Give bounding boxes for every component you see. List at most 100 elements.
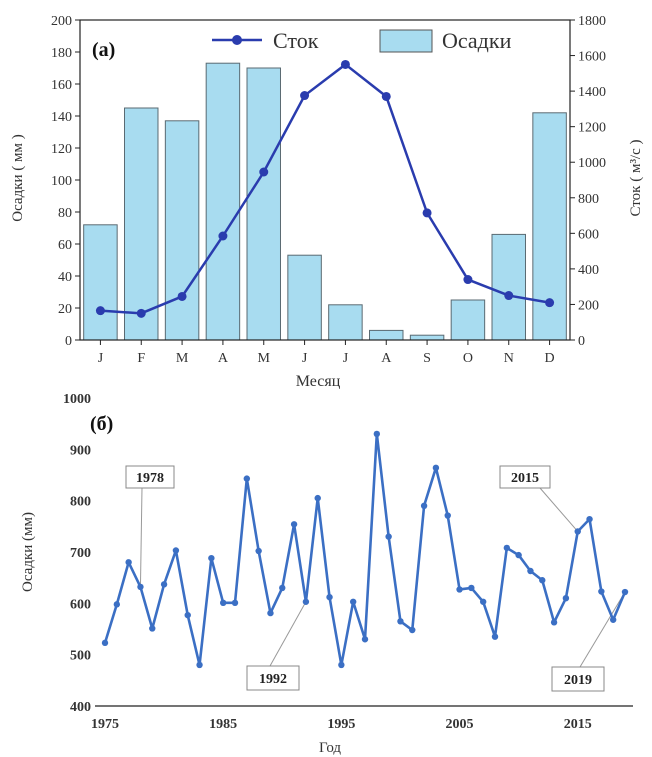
precip-point-1976: [113, 601, 121, 608]
precip-point-1979: [149, 625, 156, 632]
precip-point-1977: [125, 559, 132, 566]
precip-point-1989: [267, 609, 274, 617]
precip-point-1992: [302, 598, 310, 605]
y2tick-label: 200: [578, 298, 599, 313]
precip-point-2009: [503, 544, 511, 552]
ytick-label-b: 600: [70, 597, 91, 612]
precip-point-2003: [432, 464, 440, 472]
ytick-label: 160: [51, 78, 72, 93]
callout-leader-1978: [139, 487, 143, 587]
xtick-label-10: N: [504, 351, 514, 366]
precip-point-1997: [361, 636, 369, 643]
panel-label-a: (a): [92, 39, 115, 61]
ytick-label: 80: [58, 206, 72, 221]
callout-leader-2019: [579, 591, 626, 668]
callout-label-2019: 2019: [564, 673, 592, 688]
precip-point-1987: [243, 475, 251, 482]
precip-point-2001: [409, 626, 416, 634]
precip-point-1995: [338, 661, 345, 669]
ytick-label-b: 800: [70, 495, 91, 510]
runoff-point-4: [259, 167, 269, 177]
precip-point-1978: [137, 583, 144, 591]
precip-point-2019: [621, 588, 629, 596]
precip-point-2008: [491, 633, 499, 640]
precip-point-2004: [444, 512, 451, 519]
precip-series-b: [101, 430, 629, 669]
runoff-point-1: [136, 308, 146, 318]
xtick-label-7: A: [381, 351, 392, 366]
ytick-label: 0: [65, 334, 72, 349]
y2tick-label: 1400: [578, 85, 606, 100]
y-axis-right: 0 200 400 600 800 1000 1200 1400 1600 1800: [570, 14, 606, 349]
runoff-point-2: [177, 291, 187, 301]
precip-point-2014: [562, 595, 570, 602]
callout-leader-1992: [269, 601, 307, 667]
bar-s-8: [409, 334, 445, 341]
precip-point-1984: [208, 554, 215, 562]
bar-j-0: [83, 224, 118, 341]
xtick-label-5: J: [302, 351, 308, 366]
callout-label-1992: 1992: [259, 672, 287, 687]
xtick-label-1: F: [137, 351, 145, 366]
ytick-label: 100: [51, 174, 72, 189]
precip-point-2000: [397, 618, 404, 625]
precip-point-1994: [326, 593, 333, 601]
precip-point-2017: [598, 588, 605, 595]
ytick-label: 20: [58, 302, 72, 317]
precip-point-1996: [349, 598, 357, 605]
y2-axis-title-a: Сток ( м³/с ): [628, 139, 644, 216]
y-axis-b: 400 500 600 700 800 900 1000: [63, 392, 91, 715]
callout-box-1978: [125, 465, 175, 489]
ytick-label: 200: [51, 14, 72, 29]
ytick-label-b: 400: [70, 700, 91, 715]
callout-box-2015: [499, 465, 551, 489]
precip-point-1981: [172, 547, 180, 554]
bar-j-5: [287, 254, 322, 341]
legend-precip-swatch: [379, 29, 433, 53]
runoff-point-11: [545, 298, 555, 308]
xtick-label-9: O: [463, 351, 473, 366]
xtick-label-8: S: [423, 351, 431, 366]
precip-point-2002: [420, 502, 428, 509]
bar-m-4: [246, 67, 281, 341]
y2tick-label: 1800: [578, 14, 606, 29]
bar-a-3: [205, 62, 241, 341]
ytick-label: 140: [51, 110, 72, 125]
ytick-label-b: 700: [70, 546, 91, 561]
y2tick-label: 800: [578, 192, 599, 207]
xtick-label-2: M: [176, 351, 189, 366]
y2tick-label: 0: [578, 334, 585, 349]
xtick-label-b: 1975: [91, 717, 119, 732]
precip-point-1980: [160, 581, 168, 588]
bar-f-1: [124, 107, 159, 341]
callout-box-1992: [246, 665, 300, 691]
legend-precip-label: Осадки: [442, 28, 512, 53]
bar-m-2: [164, 120, 200, 341]
precip-point-1999: [385, 533, 392, 540]
y2tick-label: 400: [578, 263, 599, 278]
precip-point-1990: [279, 584, 286, 592]
y2tick-label: 1600: [578, 50, 606, 65]
ytick-label-b: 900: [70, 443, 91, 458]
y2tick-label: 600: [578, 227, 599, 242]
runoff-line: [100, 62, 550, 315]
callout-box-2019: [551, 666, 605, 692]
bar-a-7: [369, 329, 404, 341]
precip-point-2016: [586, 515, 593, 523]
callout-leader-2015: [539, 487, 579, 532]
bar-j-6: [328, 304, 363, 341]
precip-point-2018: [609, 616, 617, 623]
precip-point-2011: [527, 567, 534, 575]
precip-point-1986: [231, 599, 239, 607]
xtick-label-6: J: [343, 351, 349, 366]
precip-point-1991: [290, 521, 298, 528]
precip-point-2010: [515, 551, 522, 559]
precip-point-2012: [539, 577, 546, 584]
runoff-point-7: [381, 91, 391, 101]
chart-a: 0 20 40 60 80 100 120 140 160 180 200 0 200 400 600 80…: [10, 14, 644, 390]
xtick-label-0: J: [98, 351, 104, 366]
xtick-label-b: 2005: [446, 717, 474, 732]
callout-label-1978: 1978: [136, 471, 164, 486]
precip-point-1993: [314, 494, 321, 502]
precip-point-1975: [101, 639, 109, 647]
